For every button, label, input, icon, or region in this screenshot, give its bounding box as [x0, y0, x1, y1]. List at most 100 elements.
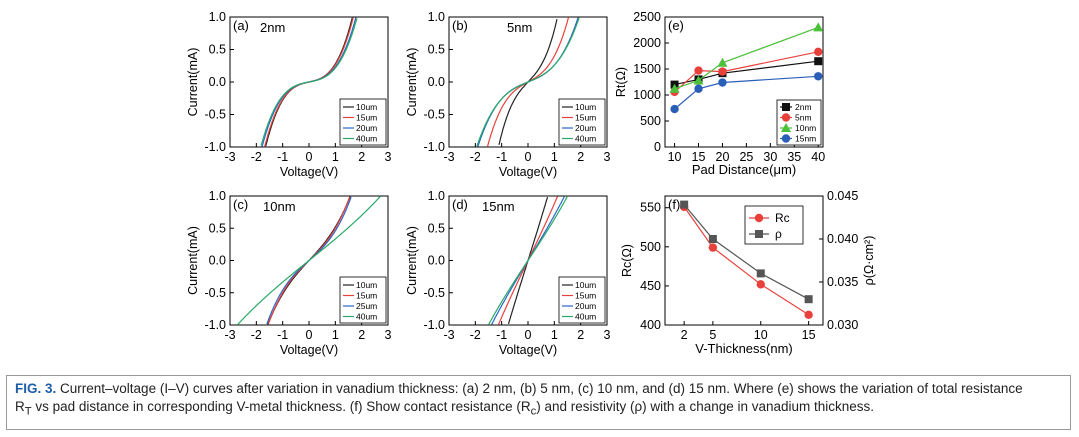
panel-f-label: (f): [668, 197, 680, 212]
panel-b-xtick-label: -3: [443, 150, 454, 164]
panel-c-series-40um: [236, 195, 382, 326]
panel-b-xtick-label: 0: [525, 150, 532, 164]
panel-f-ytick-label: 450: [640, 279, 661, 293]
panel-f-frame: [664, 195, 824, 326]
panel-f-legend-label-1: ρ: [775, 227, 782, 241]
panel-a-ytick-label: 0.0: [209, 75, 226, 89]
panel-d-legend-label-1: 15um: [575, 291, 596, 301]
panel-c-xtick-label: -3: [224, 328, 235, 342]
panel-e-point-10nm-1: [693, 75, 704, 85]
panel-a-xtick-label: 1: [332, 150, 339, 164]
figure-canvas: -3 -2 -1 0 1 2 3 -1.0 -0.5 0.0 0.5 1.0 Voltage(V) Cur…: [186, 10, 876, 357]
caption-line-1: Current–voltage (I–V) curves after varia…: [56, 381, 1023, 396]
panel-c-label: (c): [233, 197, 248, 212]
panel-d-ytick-label: -0.5: [423, 286, 445, 300]
panel-e-point-15nm-2: [718, 78, 727, 87]
panel-e-legend-label-2: 10nm: [795, 123, 816, 133]
panel-e-point-10nm-0: [669, 83, 680, 93]
panel-a-series-40um: [260, 18, 358, 146]
panel-b-xtick-label: -1: [496, 150, 507, 164]
panel-d-ytick-label: -1.0: [423, 318, 445, 332]
panel-f-legend-box: [744, 205, 804, 245]
panel-b-ytick-label: 0.0: [428, 75, 445, 89]
panel-e-xtick-label: 10: [668, 150, 682, 164]
panel-d-title: 15nm: [482, 199, 515, 214]
panel-d-legend-label-3: 40um: [575, 312, 596, 322]
panel-b-ytick-label: -1.0: [423, 140, 445, 154]
panel-b-xtick-label: 1: [551, 150, 558, 164]
panel-e-point-5nm-1: [694, 66, 703, 75]
panel-b-series-40um: [476, 17, 580, 147]
panel-a-legend-label-0: 10um: [356, 102, 377, 112]
panel-b-legend-label-0: 10um: [575, 102, 596, 112]
panel-f-point-ρ-2: [756, 269, 765, 278]
panel-d-xlabel: Voltage(V): [499, 343, 557, 357]
panel-c-xtick-label: 1: [332, 328, 339, 342]
panel-b-label: (b): [452, 18, 468, 33]
panel-e-legend-marker-2: [781, 123, 791, 132]
panel-e-point-15nm-3: [814, 72, 823, 81]
panel-c-title: 10nm: [263, 199, 296, 214]
caption-line-2b: vs pad distance in corresponding V-metal…: [31, 399, 531, 414]
panel-f-series-Rc: [683, 206, 809, 316]
panel-e-point-15nm-0: [670, 104, 679, 114]
panel-a-xtick-label: 0: [306, 150, 313, 164]
panel-c-xtick-label: 3: [385, 328, 392, 342]
panel-e-legend-marker-1: [781, 113, 791, 122]
panel-e-point-5nm-3: [814, 47, 823, 57]
panel-c-xtick-label: -1: [277, 328, 288, 342]
panel-e-xtick-label: 30: [763, 150, 777, 164]
panel-b-xtick-label: -2: [470, 150, 481, 164]
panel-e-legend-label-3: 15nm: [795, 134, 816, 144]
panel-b-title: 5nm: [507, 20, 532, 35]
panel-e-xtick-label: 15: [692, 150, 706, 164]
panel-c-ytick-label: 1.0: [209, 189, 226, 203]
panel-a-ytick-label: 0.5: [209, 43, 226, 57]
panel-d-xtick-label: -1: [496, 328, 507, 342]
panel-a-ytick-label: -0.5: [204, 108, 226, 122]
panel-d-ytick-label: 0.5: [428, 221, 445, 235]
panel-a-label: (a): [233, 18, 249, 33]
panel-e-xtick-label: 20: [716, 150, 730, 164]
panel-c-legend-label-0: 10um: [356, 280, 377, 290]
panel-a-xtick-label: -1: [277, 150, 288, 164]
panel-b-xlabel: Voltage(V): [499, 165, 557, 179]
panel-f-point-Rc-3: [804, 310, 813, 320]
panel-e-legend-marker-0: [782, 103, 790, 111]
panel-e-legend-marker-3: [781, 134, 791, 143]
panel-d-ytick-label: 1.0: [428, 189, 445, 203]
panel-f-legend-marker-0: [754, 213, 764, 223]
panel-f-point-ρ-3: [804, 295, 813, 304]
panel-f-xtick-label: 15: [802, 328, 816, 342]
panel-c-legend-label-2: 25um: [356, 301, 377, 311]
panel-f-series-ρ: [683, 204, 809, 300]
panel-e-series-15nm: [674, 75, 819, 110]
caption-sub-t: T: [24, 405, 32, 418]
figure-caption: FIG. 3. Current–voltage (I–V) curves aft…: [6, 375, 1071, 430]
panel-e-point-10nm-2: [717, 57, 728, 67]
panel-f-ylabel: Rc(Ω): [620, 244, 634, 277]
panel-c-ytick-label: 0.0: [209, 254, 226, 268]
panel-f-legend-label-0: Rc: [775, 211, 790, 225]
panel-c-xlabel: Voltage(V): [280, 343, 338, 357]
panel-f-ytick-label: 500: [640, 240, 661, 254]
panel-f-point-Rc-1: [708, 243, 718, 252]
panel-e-point-5nm-2: [718, 67, 727, 76]
panel-e-label: (e): [668, 18, 684, 33]
panel-f-ytick-right-label: 0.030: [827, 318, 858, 332]
panel-e-ylabel: Rt(Ω): [614, 67, 628, 97]
panel-a-ytick-label: 1.0: [209, 10, 226, 24]
panel-e-legend-label-1: 5nm: [795, 113, 812, 123]
panel-e-ytick-label: 1000: [633, 88, 661, 102]
panel-f-point-ρ-1: [708, 235, 717, 243]
panel-e-xtick-label: 40: [811, 150, 825, 164]
panel-b-ytick-label: -0.5: [423, 108, 445, 122]
panel-d-xtick-label: 3: [604, 328, 611, 342]
panel-c-ytick-label: -1.0: [204, 318, 226, 332]
panel-f-ytick-label: 400: [640, 318, 661, 332]
panel-c-xtick-label: -2: [251, 328, 262, 342]
panel-f-xlabel: V-Thickness(nm): [695, 341, 793, 356]
panel-b-ylabel: Current(mA): [405, 48, 419, 117]
panel-c-xtick-label: 2: [358, 328, 365, 342]
panel-d-legend-label-2: 20um: [575, 301, 596, 311]
